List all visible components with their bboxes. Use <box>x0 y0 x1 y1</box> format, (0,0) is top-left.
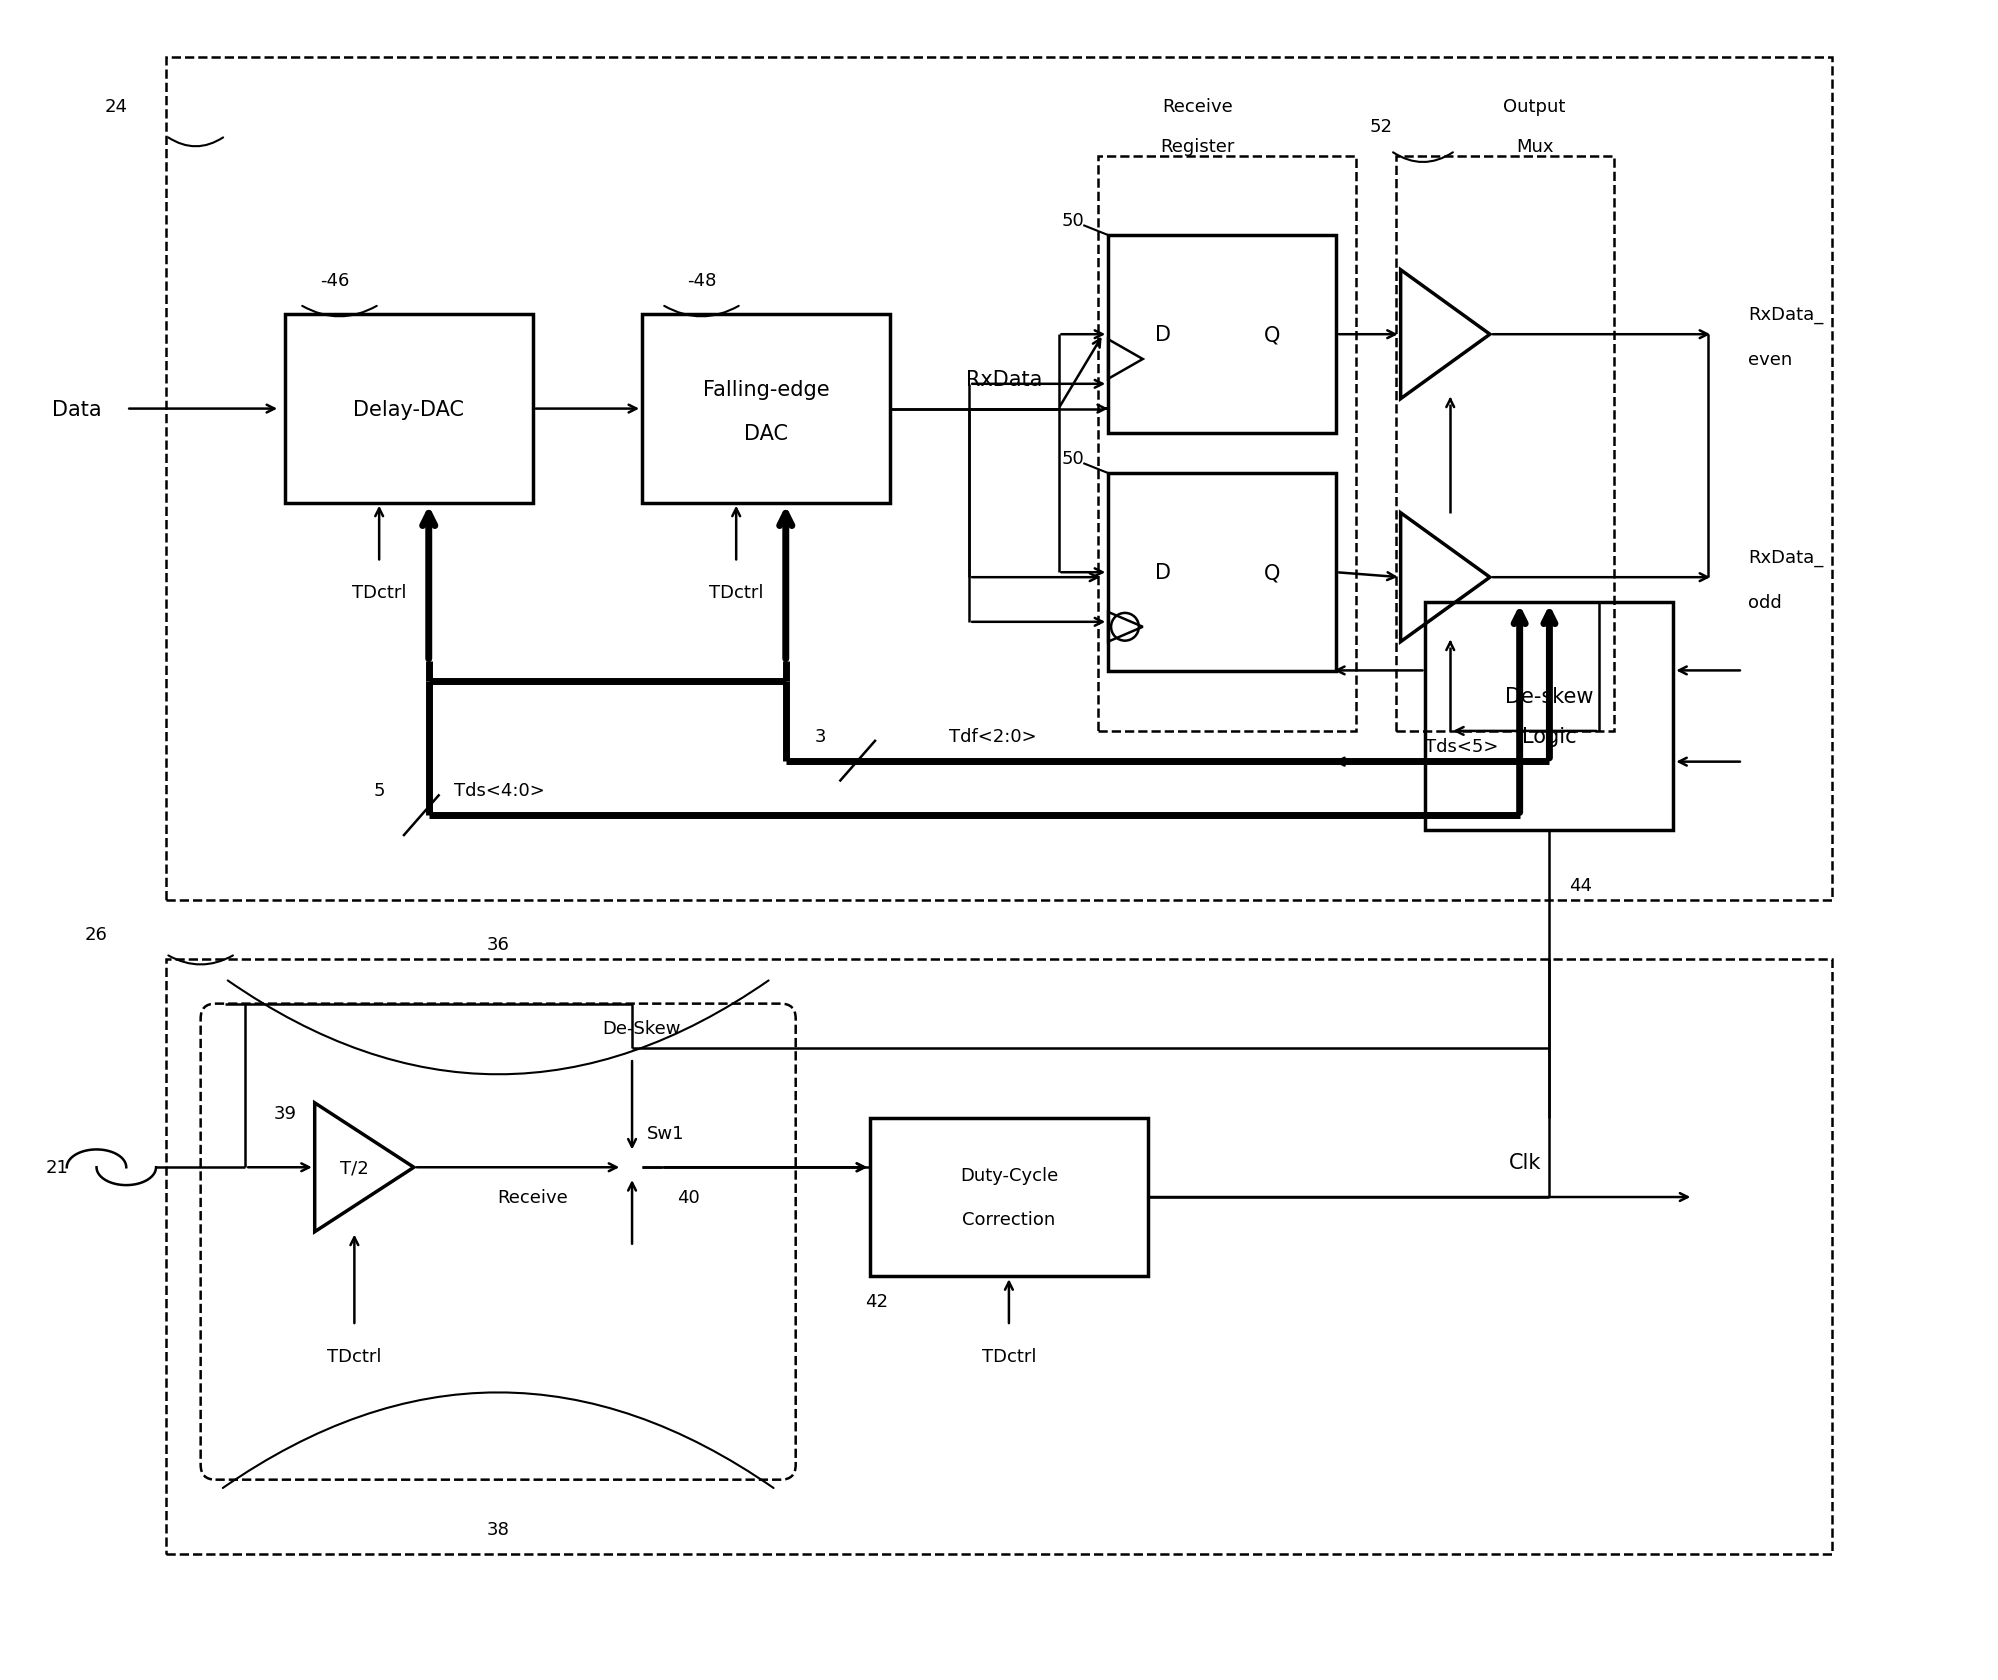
Bar <box>1397 156 1614 731</box>
Text: Correction: Correction <box>963 1210 1055 1228</box>
Text: 52: 52 <box>1369 118 1393 136</box>
Text: 50: 50 <box>1063 212 1085 230</box>
Text: Tdf<2:0>: Tdf<2:0> <box>949 727 1037 746</box>
Text: Output: Output <box>1502 97 1566 116</box>
Bar <box>1109 474 1337 672</box>
Text: 50: 50 <box>1063 450 1085 469</box>
Bar <box>286 316 533 504</box>
Text: Q: Q <box>1263 324 1281 344</box>
Text: -48: -48 <box>687 272 715 289</box>
Text: 38: 38 <box>488 1520 509 1539</box>
Text: Q: Q <box>1263 563 1281 583</box>
Text: RxData: RxData <box>965 370 1043 390</box>
Text: 5: 5 <box>374 781 386 800</box>
Text: -46: -46 <box>320 272 350 289</box>
Text: Mux: Mux <box>1516 138 1552 156</box>
Text: De-skew: De-skew <box>1504 687 1594 707</box>
Bar <box>641 316 889 504</box>
Bar <box>869 1117 1147 1277</box>
Text: Falling-edge: Falling-edge <box>703 380 829 400</box>
Text: RxData_: RxData_ <box>1748 306 1822 324</box>
Text: Delay-DAC: Delay-DAC <box>354 400 464 420</box>
Text: Duty-Cycle: Duty-Cycle <box>959 1166 1059 1184</box>
Text: 21: 21 <box>46 1159 68 1176</box>
Text: Data: Data <box>52 400 102 420</box>
Text: Receive: Receive <box>1163 97 1233 116</box>
Text: TDctrl: TDctrl <box>328 1347 382 1364</box>
Bar <box>1425 603 1674 830</box>
Text: De-Skew: De-Skew <box>603 1020 681 1038</box>
Text: 36: 36 <box>488 936 509 954</box>
Bar <box>1109 235 1337 433</box>
Text: 42: 42 <box>865 1292 889 1310</box>
Text: 26: 26 <box>86 926 108 944</box>
Text: Tds<4:0>: Tds<4:0> <box>454 781 543 800</box>
Text: 39: 39 <box>274 1104 296 1122</box>
Text: D: D <box>1155 324 1171 344</box>
Bar <box>1099 156 1357 731</box>
Text: RxData_: RxData_ <box>1748 549 1822 568</box>
Text: Receive: Receive <box>498 1188 567 1206</box>
Text: Tds<5>: Tds<5> <box>1425 738 1498 756</box>
Text: even: even <box>1748 351 1792 370</box>
Text: T/2: T/2 <box>340 1159 370 1176</box>
Text: DAC: DAC <box>743 423 787 444</box>
Text: 40: 40 <box>677 1188 699 1206</box>
Text: 24: 24 <box>104 97 128 116</box>
Text: TDctrl: TDctrl <box>981 1347 1037 1364</box>
Text: odd: odd <box>1748 593 1782 612</box>
Text: TDctrl: TDctrl <box>352 583 406 601</box>
Text: TDctrl: TDctrl <box>709 583 763 601</box>
Text: 3: 3 <box>815 727 827 746</box>
Text: D: D <box>1155 563 1171 583</box>
Text: Logic: Logic <box>1522 726 1576 746</box>
Bar <box>166 57 1832 900</box>
Text: Sw1: Sw1 <box>647 1124 685 1142</box>
Text: Register: Register <box>1161 138 1235 156</box>
Bar <box>166 959 1832 1554</box>
Text: 44: 44 <box>1568 875 1592 894</box>
Text: Clk: Clk <box>1508 1152 1540 1173</box>
